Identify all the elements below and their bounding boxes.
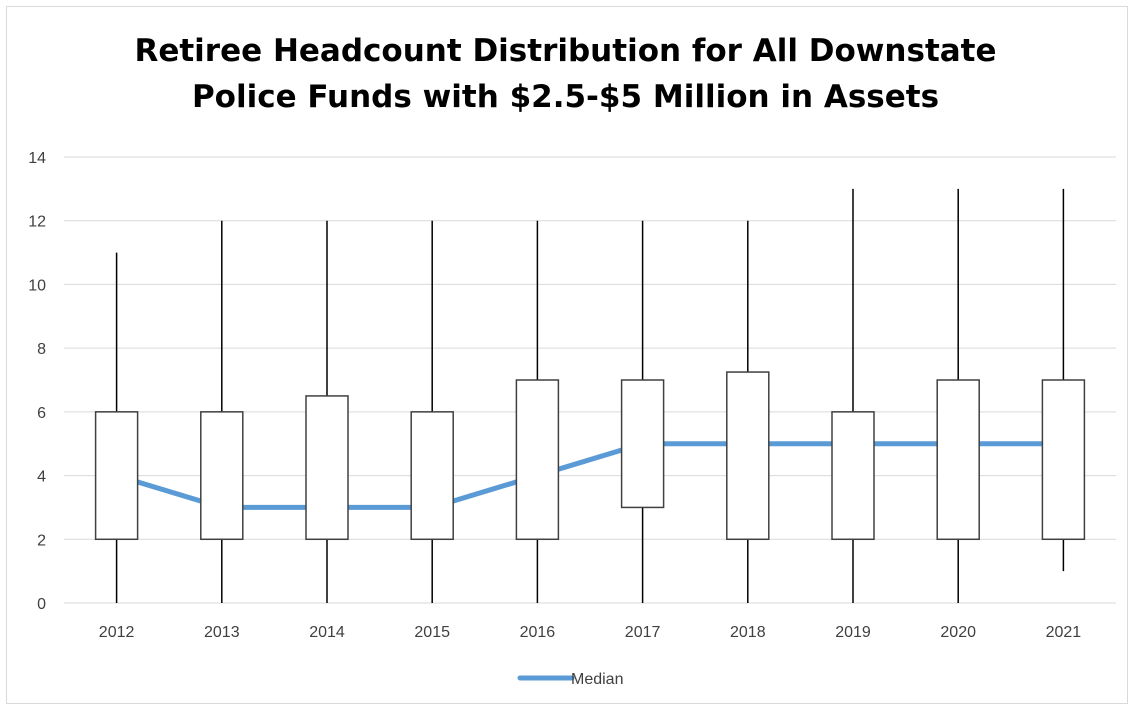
median-line (115, 441, 1064, 510)
box-2018 (726, 371, 770, 541)
x-tick-label-2016: 2016 (520, 624, 556, 641)
box-2019 (831, 411, 875, 541)
chart-title: Retiree Headcount Distribution for All D… (0, 28, 1131, 120)
y-tick-label-4: 4 (37, 469, 46, 486)
y-axis-tick-labels: 0 2 4 6 8 10 12 14 (28, 150, 46, 613)
y-tick-label-8: 8 (37, 341, 46, 358)
x-tick-label-2015: 2015 (414, 624, 450, 641)
y-tick-label-6: 6 (37, 405, 46, 422)
x-tick-label-2020: 2020 (940, 624, 976, 641)
y-tick-label-2: 2 (37, 532, 46, 549)
legend: Median (517, 671, 623, 688)
chart-title-line-1: Retiree Headcount Distribution for All D… (134, 33, 997, 69)
x-tick-label-2013: 2013 (204, 624, 240, 641)
y-tick-label-12: 12 (28, 214, 46, 231)
boxes (94, 371, 1086, 541)
box-2012 (94, 411, 139, 541)
whiskers (115, 188, 1065, 603)
legend-median-label: Median (571, 671, 623, 688)
box-2015 (410, 411, 454, 541)
x-tick-label-2017: 2017 (625, 624, 661, 641)
x-tick-label-2021: 2021 (1046, 624, 1082, 641)
y-tick-label-10: 10 (28, 277, 46, 294)
chart-title-line-2: Police Funds with $2.5-$5 Million in Ass… (191, 79, 940, 115)
x-tick-label-2012: 2012 (99, 624, 135, 641)
box-2020 (936, 379, 980, 541)
box-2017 (620, 379, 665, 509)
y-tick-label-0: 0 (37, 596, 46, 613)
chart-frame (6, 6, 1128, 704)
median-series (115, 441, 1064, 510)
x-tick-label-2018: 2018 (730, 624, 766, 641)
box-2021 (1041, 379, 1086, 541)
y-tick-label-14: 14 (28, 150, 46, 167)
box-2013 (200, 411, 244, 541)
box-2014 (305, 395, 349, 541)
x-tick-label-2014: 2014 (309, 624, 345, 641)
x-axis-tick-labels: 2012 2013 2014 2015 2016 2017 2018 2019 2020 2021 (99, 624, 1081, 641)
x-tick-label-2019: 2019 (835, 624, 871, 641)
box-2016 (515, 379, 560, 541)
